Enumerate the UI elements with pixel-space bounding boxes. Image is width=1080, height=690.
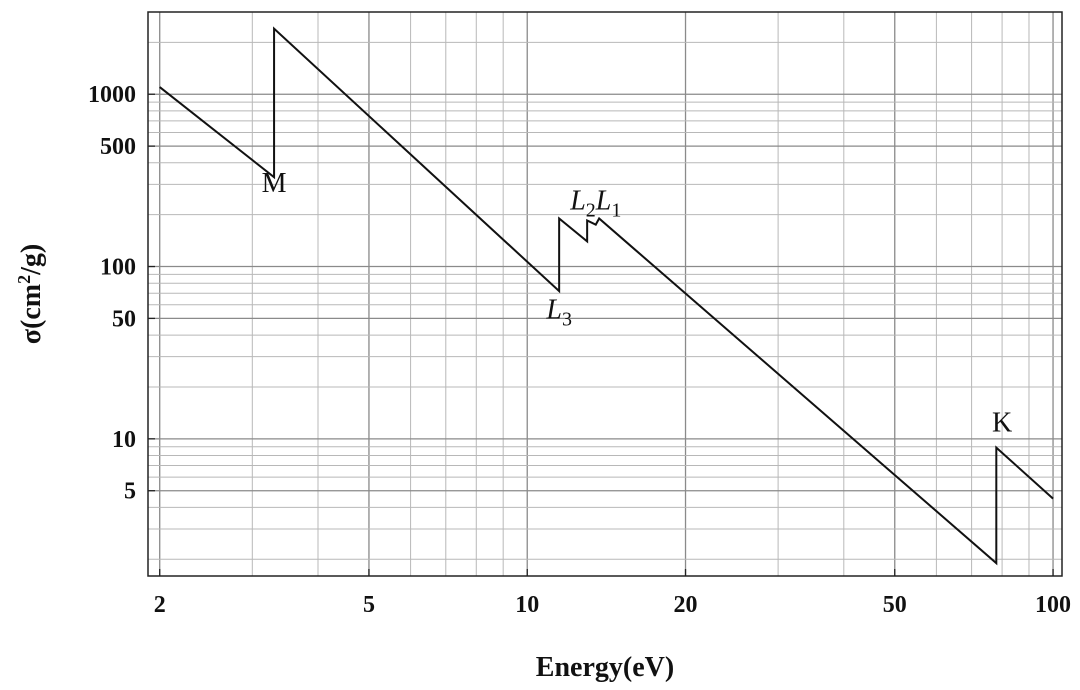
- y-axis-title-tail: /g): [16, 244, 47, 276]
- edge-label-part: L: [545, 294, 562, 325]
- edge-label-part: 3: [562, 308, 572, 330]
- edge-label: L2L1: [569, 185, 621, 221]
- y-axis-ticks: 5 10 50 100 500 1000: [88, 82, 155, 505]
- y-tick-label: 10: [112, 427, 136, 453]
- y-tick-label: 5: [124, 479, 136, 505]
- y-axis-title-main: σ(cm: [16, 284, 47, 344]
- grid: [148, 11, 1062, 576]
- x-tick-label: 2: [154, 592, 166, 618]
- edge-label-part: L: [595, 185, 612, 216]
- x-tick-label: 100: [1035, 592, 1071, 618]
- edge-label-part: 1: [611, 199, 621, 221]
- cross-section-line: [159, 26, 1054, 566]
- x-tick-label: 5: [363, 592, 375, 618]
- plot-frame: [147, 11, 1063, 577]
- edge-label-part: L: [569, 185, 586, 216]
- edge-label-part: K: [992, 408, 1012, 439]
- x-axis-ticks: 2 5 10 20 50 100: [154, 569, 1071, 618]
- x-tick-label: 20: [674, 592, 698, 618]
- y-axis-title-sup: 2: [14, 275, 34, 284]
- x-tick-label: 10: [515, 592, 539, 618]
- y-axis-title: σ(cm2/g): [14, 244, 47, 344]
- edge-label-part: 2: [586, 199, 596, 221]
- edge-label: M: [262, 168, 287, 199]
- series-group: [159, 26, 1054, 566]
- x-axis-title: Energy(eV): [536, 652, 674, 683]
- edge-label: L3: [545, 294, 572, 330]
- y-tick-label: 1000: [88, 82, 136, 108]
- x-tick-label: 50: [883, 592, 907, 618]
- y-tick-label: 50: [112, 306, 136, 332]
- edge-label-part: M: [262, 168, 287, 199]
- y-tick-label: 100: [100, 255, 136, 281]
- edge-label: K: [992, 408, 1012, 439]
- y-tick-label: 500: [100, 134, 136, 160]
